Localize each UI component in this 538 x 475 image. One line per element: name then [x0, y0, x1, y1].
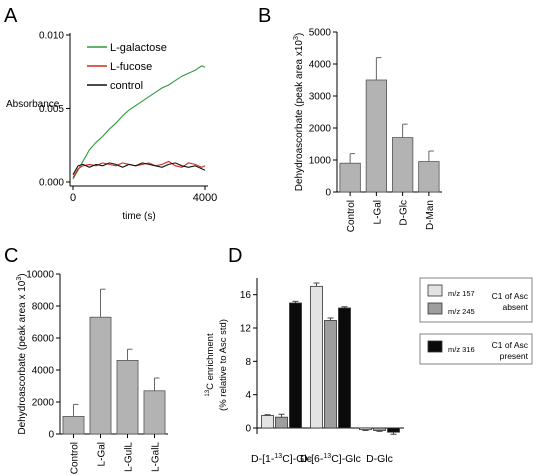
- category-label: D-Glc: [399, 200, 410, 226]
- y-tick-label: 16: [240, 290, 252, 301]
- category-label: Control: [70, 442, 81, 474]
- bar: [338, 307, 351, 429]
- category-label: Control: [346, 200, 357, 232]
- x-tick-label: 4000: [193, 192, 217, 204]
- category-label: D-[6-13C]-Glc: [300, 453, 361, 465]
- bar: [289, 302, 302, 429]
- y-axis-label: Dehydroascorbate (peak area x 103): [16, 273, 28, 434]
- y-tick-label: 8000: [32, 302, 55, 313]
- y-axis-label: Absorbance: [6, 99, 60, 110]
- series-line-control: [72, 162, 206, 175]
- y-axis-label: 13C enrichment: [205, 333, 216, 397]
- category-label: L-GulL: [124, 442, 135, 472]
- legend-swatch: [427, 302, 443, 315]
- bar: [89, 316, 112, 435]
- bar: [310, 285, 323, 429]
- y-tick-label: 2000: [32, 398, 55, 409]
- y-tick-label: 2000: [309, 124, 332, 135]
- legend-box: [419, 277, 533, 323]
- y-tick-label: 4000: [309, 60, 332, 71]
- panel-letter-c: C: [4, 245, 18, 267]
- y-tick-label: 12: [240, 324, 252, 335]
- bar: [391, 137, 414, 193]
- panel-letter-a: A: [4, 5, 18, 27]
- y-tick-label: 0.005: [39, 104, 64, 115]
- category-label: D-Man: [425, 200, 436, 230]
- legend-note: present: [500, 351, 529, 361]
- category-label: L-Gal: [97, 442, 108, 466]
- series-line-l-fucose: [72, 160, 206, 178]
- legend-label: L-fucose: [110, 61, 152, 73]
- x-tick-label: 0: [70, 192, 76, 204]
- legend-label: m/z 245: [448, 307, 475, 316]
- y-tick-label: 0.000: [39, 178, 64, 189]
- legend-swatch: [427, 284, 443, 297]
- legend-note: absent: [502, 302, 528, 312]
- category-label: D-[1-13C]-Glc: [251, 453, 312, 465]
- bar: [324, 320, 337, 429]
- panel-c-bar-chart: 0 2000 4000 6000 8000 10000 Control L-Gal L-GulL…: [16, 270, 168, 474]
- y-tick-label: 0: [245, 424, 251, 435]
- y-tick-label: 0: [48, 430, 54, 441]
- bar: [339, 162, 361, 193]
- category-label: L-Gal: [372, 200, 383, 224]
- bar: [62, 415, 85, 435]
- panel-b-bar-chart: 0 1000 2000 3000 4000 5000 Control L-Gal D-Glc D-…: [293, 28, 442, 232]
- y-tick-label: 5000: [309, 28, 332, 39]
- legend-label: L-galactose: [110, 42, 167, 54]
- y-axis-label: Dehydroascorbate (peak area x103): [293, 33, 305, 191]
- category-label: D-Glc: [366, 453, 393, 465]
- bar: [116, 359, 139, 435]
- series-line-l-galactose: [72, 65, 206, 180]
- y-tick-label: 0.010: [39, 31, 64, 42]
- bar: [261, 415, 274, 429]
- legend-box: [419, 333, 533, 365]
- panel-letter-b: B: [258, 5, 271, 27]
- panel-letter-d: D: [228, 245, 242, 267]
- bar: [418, 161, 440, 193]
- panel-a-line-chart: 0.000 0.005 0.010 0 4000 time (s) Absorbance L-…: [6, 31, 217, 223]
- legend-note: C1 of Asc: [492, 291, 529, 301]
- y-tick-label: 4: [245, 390, 251, 401]
- bar: [359, 427, 372, 431]
- bar: [143, 390, 166, 435]
- y-tick-label: 4000: [32, 366, 55, 377]
- legend-label: control: [110, 80, 143, 92]
- y-tick-label: 8: [245, 357, 251, 368]
- y-tick-label: 3000: [309, 92, 332, 103]
- bar: [365, 79, 388, 193]
- bar: [387, 427, 400, 433]
- x-axis-label: time (s): [122, 211, 155, 222]
- legend-note: C1 of Asc: [492, 340, 529, 350]
- bar: [373, 427, 386, 431]
- legend-swatch: [427, 340, 443, 353]
- category-label: L-GalL: [151, 442, 162, 472]
- legend-label: m/z 157: [448, 289, 475, 298]
- y-tick-label: 0: [325, 188, 331, 199]
- bar: [275, 416, 288, 429]
- y-tick-label: 10000: [26, 270, 54, 281]
- y-axis-label-line2: (% relative to Asc std): [218, 319, 229, 411]
- y-tick-label: 1000: [309, 156, 332, 167]
- y-tick-label: 6000: [32, 334, 55, 345]
- legend-label: m/z 316: [448, 345, 475, 354]
